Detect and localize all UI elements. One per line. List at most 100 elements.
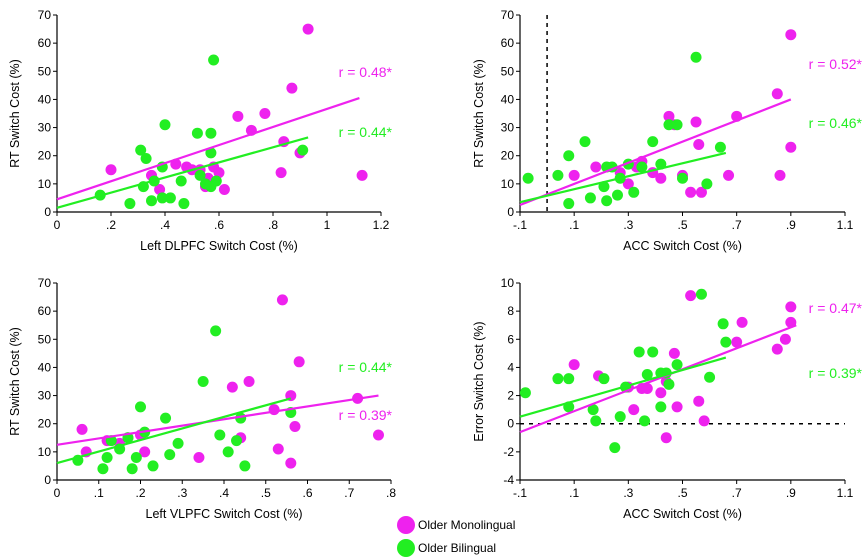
bilingual-point <box>590 415 602 427</box>
bilingual-point <box>690 51 702 63</box>
y-tick-label: 30 <box>38 121 52 135</box>
y-tick-label: 0 <box>507 205 514 219</box>
bilingual-point <box>239 460 251 472</box>
bilingual-point <box>191 127 203 139</box>
bilingual-point <box>97 463 109 475</box>
monolingual-point <box>622 178 634 190</box>
bilingual-point <box>655 401 667 413</box>
bilingual-point <box>156 192 168 204</box>
panel-acc-error: -.1 .1 .3 .5 .7 .9 1.1 -4 -2 0 2 4 6 8 10 ACC Switch Co… <box>472 276 863 521</box>
y-tick-label: 10 <box>501 276 515 290</box>
bilingual-point <box>164 449 176 461</box>
x-tick-label: .1 <box>569 486 579 500</box>
y-tick-label: -2 <box>503 445 514 459</box>
x-tick-label: .3 <box>623 486 633 500</box>
bilingual-point <box>126 463 138 475</box>
bilingual-point <box>614 411 626 423</box>
bilingual-point <box>205 127 217 139</box>
monolingual-correlation-label: r = 0.39* <box>339 407 393 423</box>
monolingual-point <box>628 404 640 416</box>
x-tick-label: .6 <box>214 218 224 232</box>
bilingual-point <box>704 371 716 383</box>
x-tick-label: .9 <box>786 486 796 500</box>
x-tick-label: 1.1 <box>837 218 854 232</box>
bilingual-point <box>210 325 222 337</box>
y-tick-label: 50 <box>501 64 515 78</box>
y-tick-label: 60 <box>38 36 52 50</box>
x-axis-title: Left VLPFC Switch Cost (%) <box>146 507 303 521</box>
bilingual-point <box>628 186 640 198</box>
bilingual-point <box>140 153 152 165</box>
monolingual-point <box>785 141 797 153</box>
y-tick-label: 10 <box>38 445 52 459</box>
bilingual-point <box>159 119 171 131</box>
bilingual-point <box>598 373 610 385</box>
x-tick-label: .7 <box>732 218 742 232</box>
legend: Older Monolingual Older Bilingual <box>397 516 515 557</box>
bilingual-legend-label: Older Bilingual <box>418 541 496 555</box>
x-axis-title: ACC Switch Cost (%) <box>623 239 742 253</box>
monolingual-point <box>785 301 797 313</box>
bilingual-point <box>130 451 142 463</box>
bilingual-point <box>717 318 729 330</box>
bilingual-point <box>135 401 146 413</box>
monolingual-point <box>293 356 305 368</box>
bilingual-point <box>671 119 683 131</box>
y-tick-label: 0 <box>507 417 514 431</box>
bilingual-fit-line <box>56 136 309 209</box>
bilingual-point <box>701 178 713 190</box>
x-tick-label: .3 <box>177 486 187 500</box>
monolingual-point <box>693 138 705 150</box>
bilingual-point <box>720 336 732 348</box>
x-tick-label: .1 <box>569 218 579 232</box>
bilingual-point <box>641 368 653 380</box>
y-axis-title: Error Switch Cost (%) <box>472 321 486 441</box>
monolingual-point <box>693 395 705 407</box>
monolingual-point <box>213 167 225 179</box>
y-tick-label: 0 <box>44 473 51 487</box>
y-tick-label: 4 <box>507 360 514 374</box>
monolingual-point <box>356 169 368 181</box>
bilingual-point <box>172 437 184 449</box>
y-tick-label: 2 <box>507 389 514 403</box>
y-tick-label: 70 <box>501 8 515 22</box>
monolingual-point <box>275 167 287 179</box>
monolingual-point <box>302 23 314 35</box>
monolingual-point <box>774 169 786 181</box>
y-tick-label: 10 <box>501 177 515 191</box>
bilingual-point <box>522 172 534 184</box>
monolingual-correlation-label: r = 0.52* <box>809 56 863 72</box>
bilingual-point <box>135 144 147 156</box>
bilingual-point <box>663 119 675 131</box>
x-tick-label: .2 <box>135 486 145 500</box>
y-tick-label: 40 <box>501 92 515 106</box>
bilingual-point <box>214 429 226 441</box>
bilingual-correlation-label: r = 0.46* <box>809 115 863 131</box>
bilingual-point <box>124 198 136 210</box>
bilingual-point <box>197 376 209 387</box>
monolingual-point <box>218 183 230 195</box>
monolingual-point <box>779 333 791 345</box>
y-axis-title: RT Switch Cost (%) <box>472 59 486 168</box>
bilingual-point <box>160 412 172 424</box>
monolingual-point <box>771 88 783 100</box>
monolingual-point <box>668 347 680 359</box>
monolingual-point <box>655 172 667 184</box>
bilingual-fit-line <box>519 356 727 418</box>
y-tick-label: -4 <box>503 473 514 487</box>
monolingual-fit-line <box>56 96 360 201</box>
x-tick-label: 1.1 <box>837 486 854 500</box>
monolingual-point <box>105 164 117 176</box>
monolingual-point <box>272 443 284 455</box>
y-tick-label: 10 <box>38 177 52 191</box>
bilingual-point <box>587 404 599 416</box>
bilingual-point <box>101 451 113 463</box>
y-tick-label: 50 <box>38 332 52 346</box>
x-tick-label: .7 <box>732 486 742 500</box>
monolingual-fit-line <box>519 98 792 206</box>
monolingual-point <box>268 404 280 416</box>
bilingual-point <box>647 346 659 358</box>
monolingual-legend-swatch <box>397 516 415 534</box>
x-axis-title: ACC Switch Cost (%) <box>623 507 742 521</box>
x-tick-label: .7 <box>344 486 354 500</box>
